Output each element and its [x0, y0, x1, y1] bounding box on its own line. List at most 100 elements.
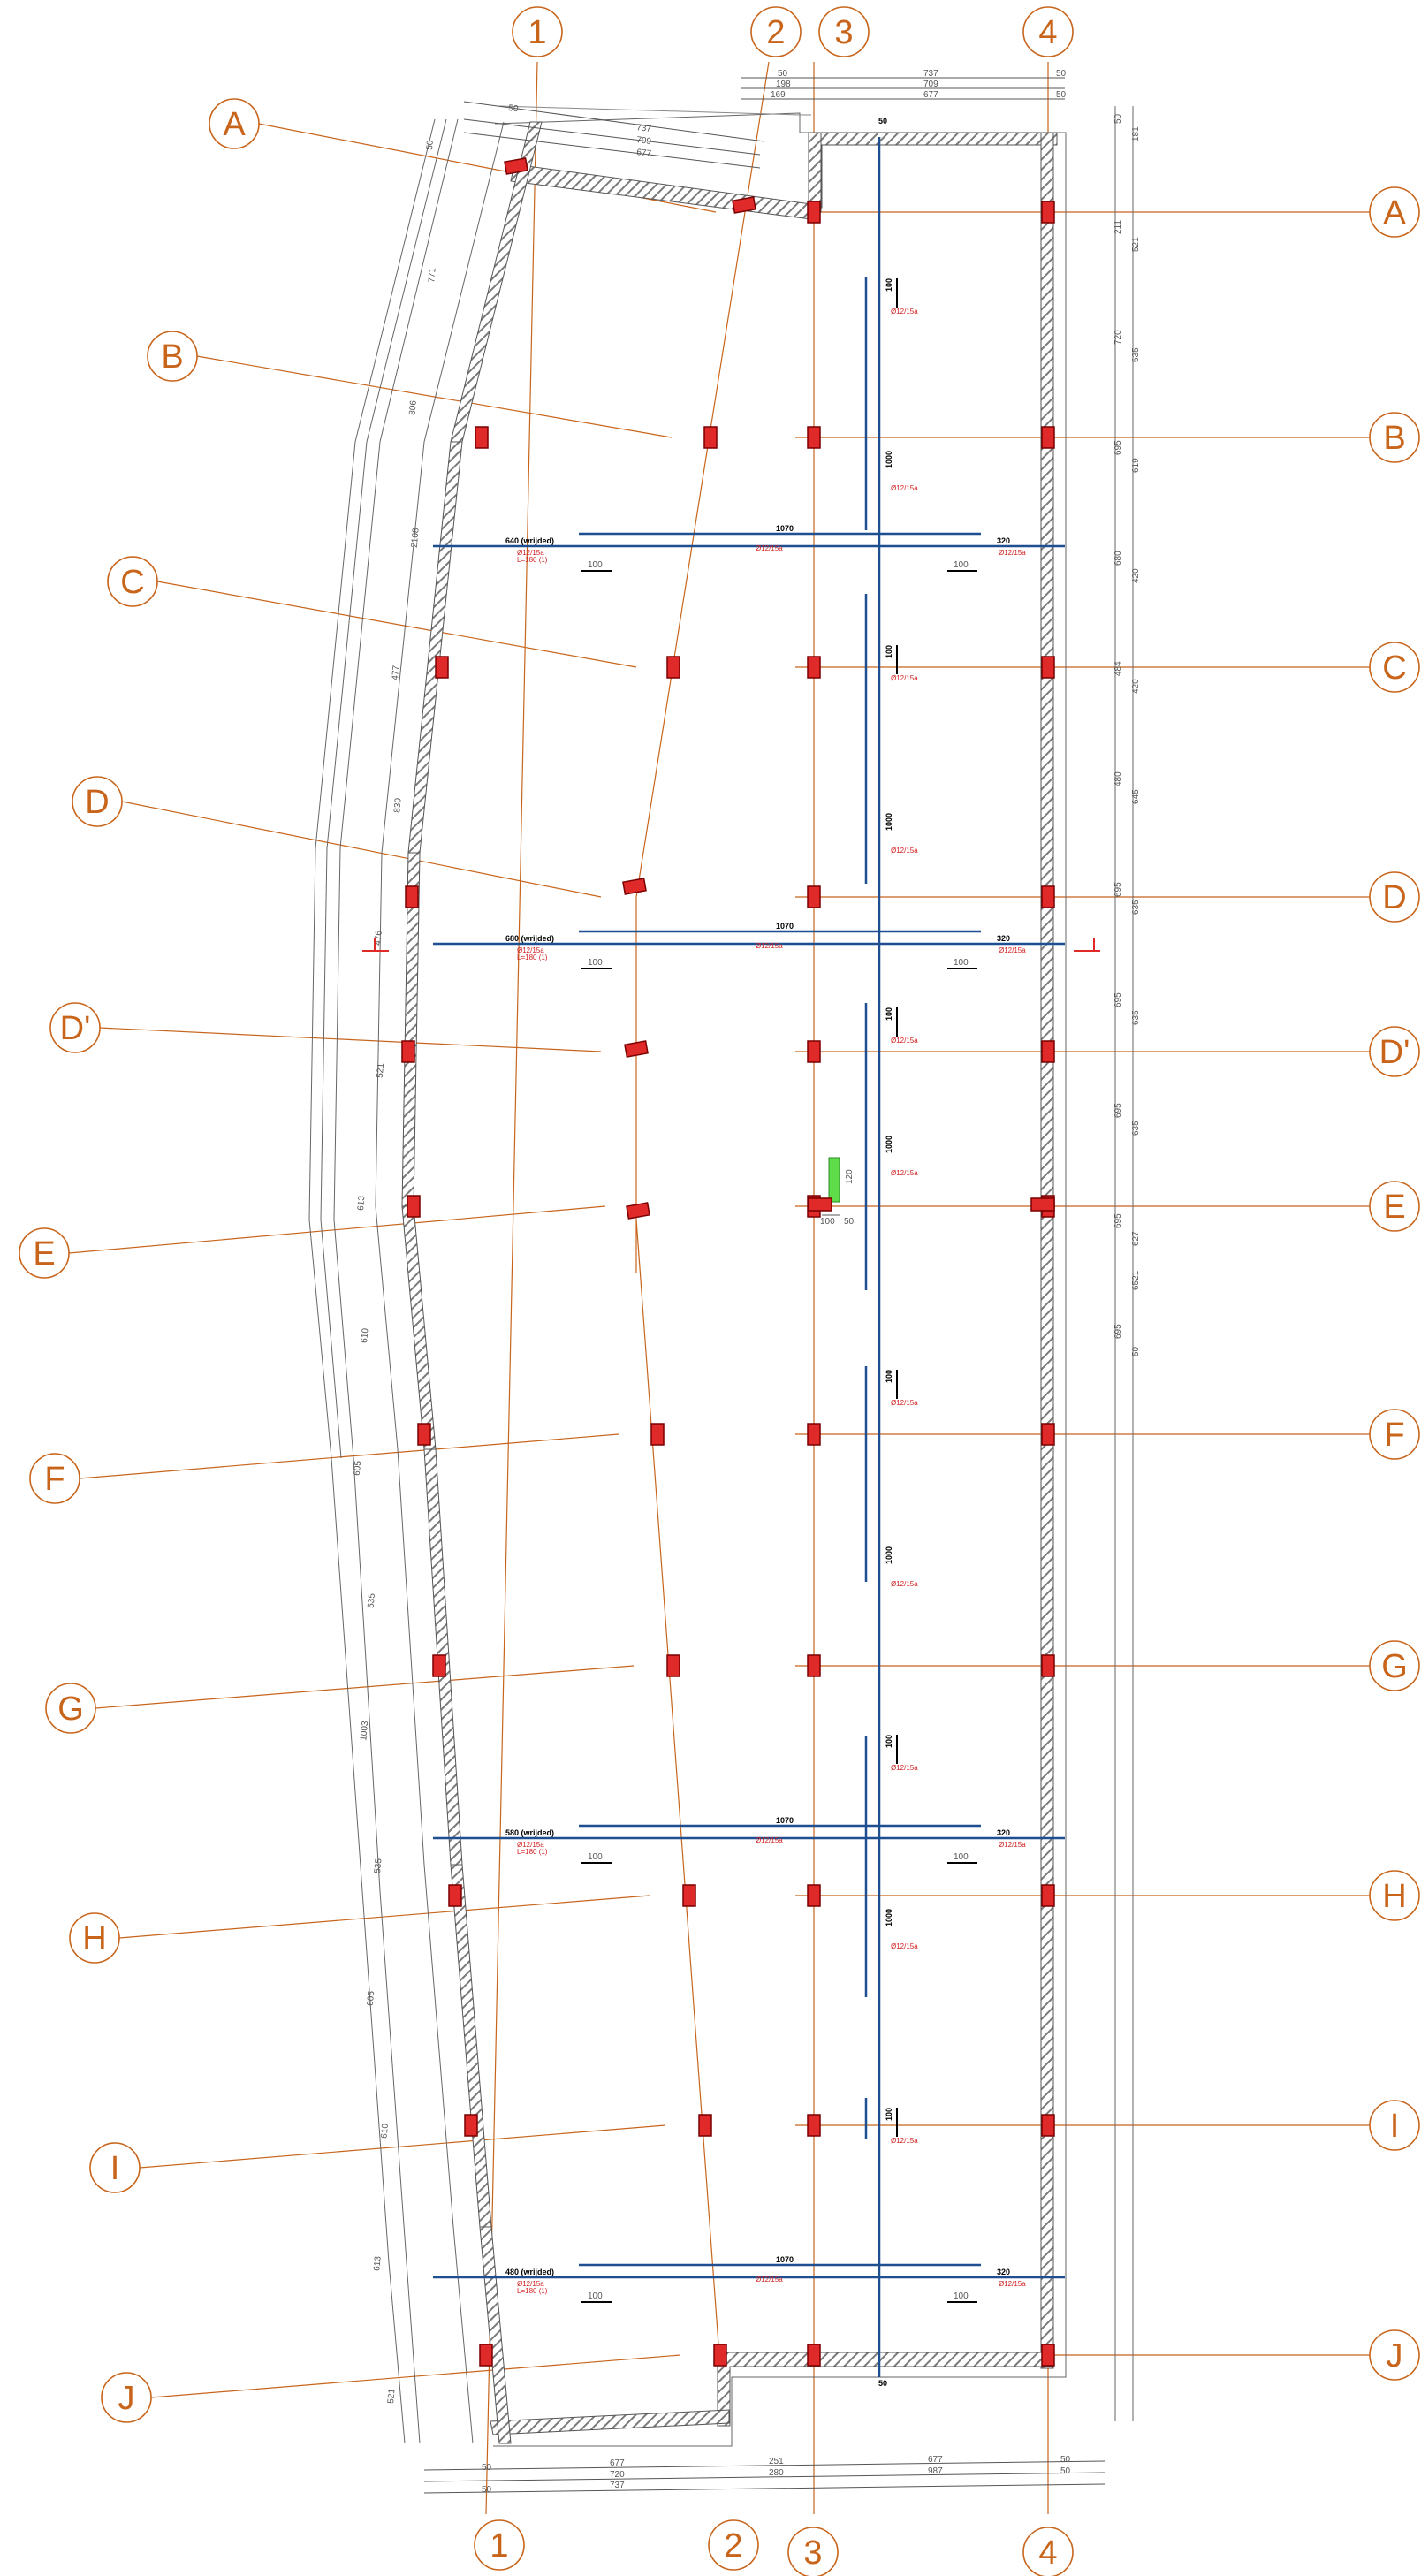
axis-bubble-top-3-circle [818, 6, 870, 57]
beam-vertical-label: 1000 [885, 1546, 893, 1564]
dim-left: 605 [353, 1460, 363, 1476]
axis-bubble-right-H-circle [1369, 1870, 1420, 1921]
column [807, 656, 821, 679]
column [807, 201, 821, 224]
axis-bubble-right-J-label: J [1387, 2337, 1403, 2375]
column [622, 878, 647, 895]
column [682, 1884, 696, 1907]
dim-right: 627 [1131, 1231, 1141, 1246]
axis-bubble-left-A-circle [209, 98, 260, 149]
dim-left: 535 [367, 1592, 377, 1608]
dim-left: 521 [376, 1062, 386, 1078]
beam-sub-label: 100 [954, 1852, 969, 1862]
wall-left-segment [479, 2226, 512, 2444]
dim-right: 50 [1131, 1346, 1141, 1356]
rebar-note-mid: Ø12/15a [756, 2276, 783, 2283]
axis-bubble-right-A-label: A [1383, 194, 1406, 232]
axis-bubble-right-E-circle [1369, 1181, 1420, 1232]
dim-right: 420 [1131, 679, 1141, 694]
dim-right: 695 [1113, 1324, 1123, 1339]
axis-bubble-left-J-circle [101, 2372, 152, 2423]
outline-left-dim-a [333, 118, 459, 1459]
wall-left-segment [407, 441, 463, 854]
axis-bubble-left-G-circle [45, 1683, 96, 1734]
beam-sub-label: 100 [588, 560, 603, 570]
dim-bottom: 50 [482, 2485, 492, 2495]
dim-left: 610 [360, 1327, 370, 1343]
axis-line-col-2-lower [635, 1219, 721, 2369]
axis-bubble-right-F-circle [1369, 1409, 1420, 1460]
axis-line-col-2 [635, 61, 770, 1273]
axis-bubble-left-J-label: J [118, 2380, 135, 2417]
axis-bubble-left-I-label: I [110, 2150, 120, 2187]
rebar-note-mid: Ø12/15a [756, 544, 783, 552]
column [401, 1040, 415, 1063]
beam-label-left: 680 (wrijded) [505, 934, 554, 943]
outline-top-slant [498, 105, 801, 116]
dim-bottom: 677 [610, 2458, 625, 2468]
column [626, 1202, 650, 1220]
column [807, 1423, 821, 1446]
rebar-note-right: Ø12/15a [999, 1841, 1026, 1849]
column [732, 196, 756, 214]
column [1041, 2344, 1055, 2367]
dim-top-slant: 677 [636, 148, 652, 159]
outline-left-dim-b [320, 118, 447, 1459]
axis-bubble-right-E-label: E [1383, 1189, 1405, 1226]
dim-line-bottom [423, 2460, 1106, 2471]
rebar-note-left: Ø12/15a [517, 2280, 544, 2288]
axis-bubble-left-C-circle [107, 556, 158, 607]
column [504, 157, 528, 175]
axis-grid-lines [68, 61, 1370, 2515]
column [807, 885, 821, 908]
axis-bubble-right-I-label: I [1390, 2108, 1400, 2145]
axis-line-row-H [118, 1895, 650, 1939]
column [703, 426, 718, 449]
dim-left: 613 [356, 1195, 367, 1211]
axis-line-row-B [196, 355, 673, 438]
dim-right: 619 [1131, 458, 1141, 473]
wall-top-left [510, 163, 812, 220]
axis-bubble-bottom-1-label: 1 [490, 2527, 508, 2565]
axis-bubble-left-E-label: E [33, 1235, 55, 1273]
beam-label-mid: 1070 [776, 922, 794, 931]
rebar-note-vertical: Ø12/15a [891, 1399, 918, 1407]
dim-bottom: 50 [1060, 2466, 1071, 2476]
beam-vertical-label: 100 [885, 1370, 893, 1383]
axis-line-row-E [68, 1205, 606, 1254]
outline-left-dim-d [353, 1457, 421, 2444]
wall-bottom-right [717, 2352, 1054, 2427]
beam-label-right: 320 [997, 934, 1010, 943]
rebar-note-vertical: Ø12/15a [891, 847, 918, 855]
axis-line-row-C [156, 581, 637, 668]
column [1041, 1423, 1055, 1446]
column [624, 1040, 649, 1058]
dim-right: 695 [1113, 440, 1123, 455]
column [1041, 1654, 1055, 1677]
axis-bubble-right-F-label: F [1384, 1417, 1404, 1454]
rebar-note-left-2: L=180 (1) [517, 556, 548, 564]
beam-label-mid: 1070 [776, 2255, 794, 2264]
axis-bubble-right-G-circle [1369, 1640, 1420, 1691]
axis-bubble-left-F-circle [29, 1453, 80, 1504]
axis-bubble-bottom-3-label: 3 [803, 2534, 822, 2572]
rebar-note-right: Ø12/15a [999, 2280, 1026, 2288]
center-detail-text: 120 [845, 1169, 855, 1184]
axis-bubble-top-1-circle [512, 6, 563, 57]
dim-top: 737 [923, 69, 938, 79]
dim-top: 50 [778, 69, 788, 79]
beam-label-right: 320 [997, 1828, 1010, 1837]
rebar-note-left-2: L=180 (1) [517, 954, 548, 961]
dim-bottom: 737 [610, 2481, 625, 2490]
dim-right: 211 [1113, 220, 1123, 234]
axis-bubble-left-I-circle [89, 2142, 141, 2193]
axis-bubble-left-F-label: F [44, 1461, 65, 1498]
column [1041, 1884, 1055, 1907]
axis-bubble-right-D'-circle [1369, 1026, 1420, 1077]
axis-bubble-right-H-label: H [1382, 1878, 1406, 1915]
column [713, 2344, 727, 2367]
rebar-note-vertical: Ø12/15a [891, 1580, 918, 1588]
